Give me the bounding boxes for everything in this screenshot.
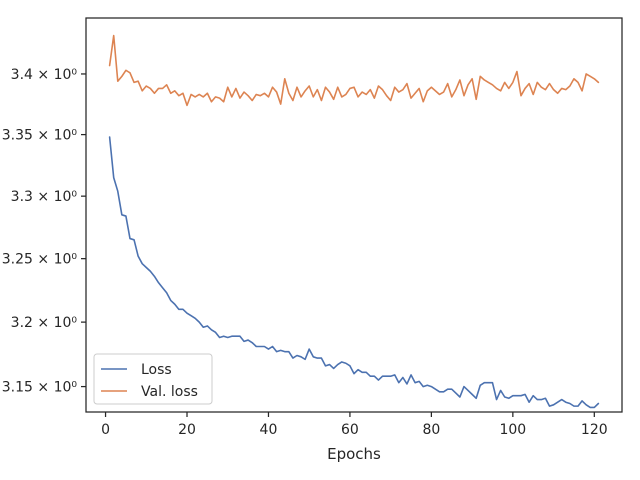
legend-label: Loss — [141, 362, 172, 378]
x-axis-label: Epochs — [327, 445, 381, 463]
y-tick-label: 3.3 × 10⁰ — [11, 189, 78, 205]
legend: Loss Val. loss — [93, 353, 213, 405]
x-tick-label: 120 — [581, 422, 608, 438]
x-tick-label: 80 — [422, 422, 440, 438]
y-tick-label: 3.2 × 10⁰ — [11, 315, 78, 331]
x-tick-label: 60 — [341, 422, 359, 438]
y-tick-label: 3.15 × 10⁰ — [2, 380, 78, 396]
y-tick-label: 3.4 × 10⁰ — [11, 67, 78, 83]
series-layer — [108, 34, 600, 409]
x-tick-label: 100 — [499, 422, 526, 438]
series-line-loss — [108, 136, 600, 409]
y-axis: 3.15 × 10⁰ 3.2 × 10⁰ 3.25 × 10⁰ 3.3 × 10⁰ 3.… — [2, 67, 86, 396]
legend-label: Val. loss — [141, 384, 198, 400]
x-tick-label: 0 — [101, 422, 110, 438]
x-axis: 0 20 40 60 80 100 120 — [101, 412, 608, 438]
series-line-val-loss — [108, 34, 600, 107]
y-tick-label: 3.35 × 10⁰ — [2, 128, 78, 144]
plot-frame — [85, 17, 623, 413]
x-tick-label: 40 — [260, 422, 278, 438]
y-tick-label: 3.25 × 10⁰ — [2, 252, 78, 268]
plot-area — [86, 18, 622, 412]
x-tick-label: 20 — [178, 422, 196, 438]
